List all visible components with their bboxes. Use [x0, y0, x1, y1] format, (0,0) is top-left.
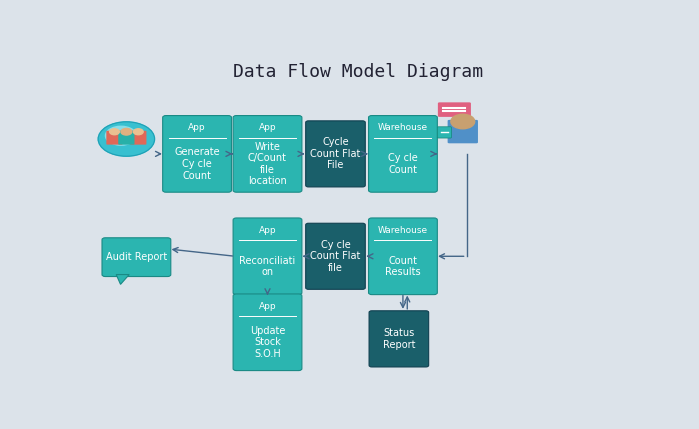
FancyBboxPatch shape — [233, 294, 302, 371]
FancyBboxPatch shape — [305, 121, 366, 187]
Text: Data Flow Model Diagram: Data Flow Model Diagram — [233, 63, 483, 81]
FancyBboxPatch shape — [118, 131, 134, 145]
Text: Count
Results: Count Results — [385, 256, 421, 277]
FancyBboxPatch shape — [163, 115, 231, 192]
FancyBboxPatch shape — [447, 120, 478, 143]
Text: Update
Stock
S.O.H: Update Stock S.O.H — [250, 326, 285, 359]
Text: Reconciliati
on: Reconciliati on — [239, 256, 296, 277]
FancyBboxPatch shape — [102, 238, 171, 277]
Text: Status
Report: Status Report — [382, 328, 415, 350]
FancyBboxPatch shape — [438, 127, 452, 138]
FancyBboxPatch shape — [305, 223, 366, 289]
FancyBboxPatch shape — [130, 131, 146, 145]
Text: App: App — [259, 226, 276, 235]
Text: Warehouse: Warehouse — [378, 123, 428, 132]
FancyBboxPatch shape — [233, 218, 302, 295]
Text: Warehouse: Warehouse — [378, 226, 428, 235]
Text: Write
C/Count
file
location: Write C/Count file location — [248, 142, 287, 187]
FancyBboxPatch shape — [368, 115, 438, 192]
FancyBboxPatch shape — [233, 115, 302, 192]
Circle shape — [451, 114, 475, 129]
FancyBboxPatch shape — [106, 131, 122, 145]
Text: Cycle
Count Flat
File: Cycle Count Flat File — [310, 137, 361, 170]
Circle shape — [106, 126, 136, 145]
Text: App: App — [259, 302, 276, 311]
Text: Audit Report: Audit Report — [106, 252, 167, 262]
Circle shape — [98, 122, 154, 156]
Polygon shape — [116, 275, 129, 284]
FancyBboxPatch shape — [438, 103, 471, 117]
Circle shape — [110, 129, 120, 135]
Text: Cy cle
Count Flat
file: Cy cle Count Flat file — [310, 240, 361, 273]
Circle shape — [134, 129, 143, 135]
Text: Cy cle
Count: Cy cle Count — [388, 153, 418, 175]
Text: App: App — [188, 123, 206, 132]
FancyBboxPatch shape — [368, 218, 438, 295]
Text: Generate
Cy cle
Count: Generate Cy cle Count — [174, 148, 220, 181]
FancyBboxPatch shape — [369, 311, 428, 367]
Circle shape — [121, 128, 132, 135]
Text: App: App — [259, 123, 276, 132]
